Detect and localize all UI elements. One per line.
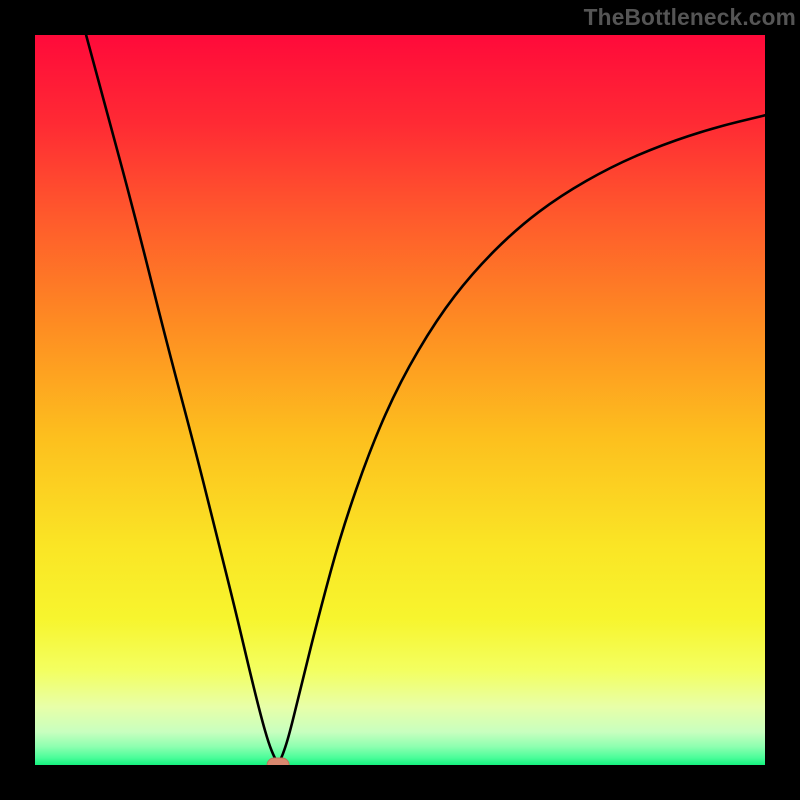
frame-right: [765, 0, 800, 800]
curve-svg: [35, 35, 765, 765]
plot-area: [35, 35, 765, 765]
bottleneck-curve: [86, 35, 765, 762]
watermark-text: TheBottleneck.com: [584, 4, 796, 31]
minimum-marker: [267, 758, 289, 765]
frame-left: [0, 0, 35, 800]
frame-bottom: [0, 765, 800, 800]
